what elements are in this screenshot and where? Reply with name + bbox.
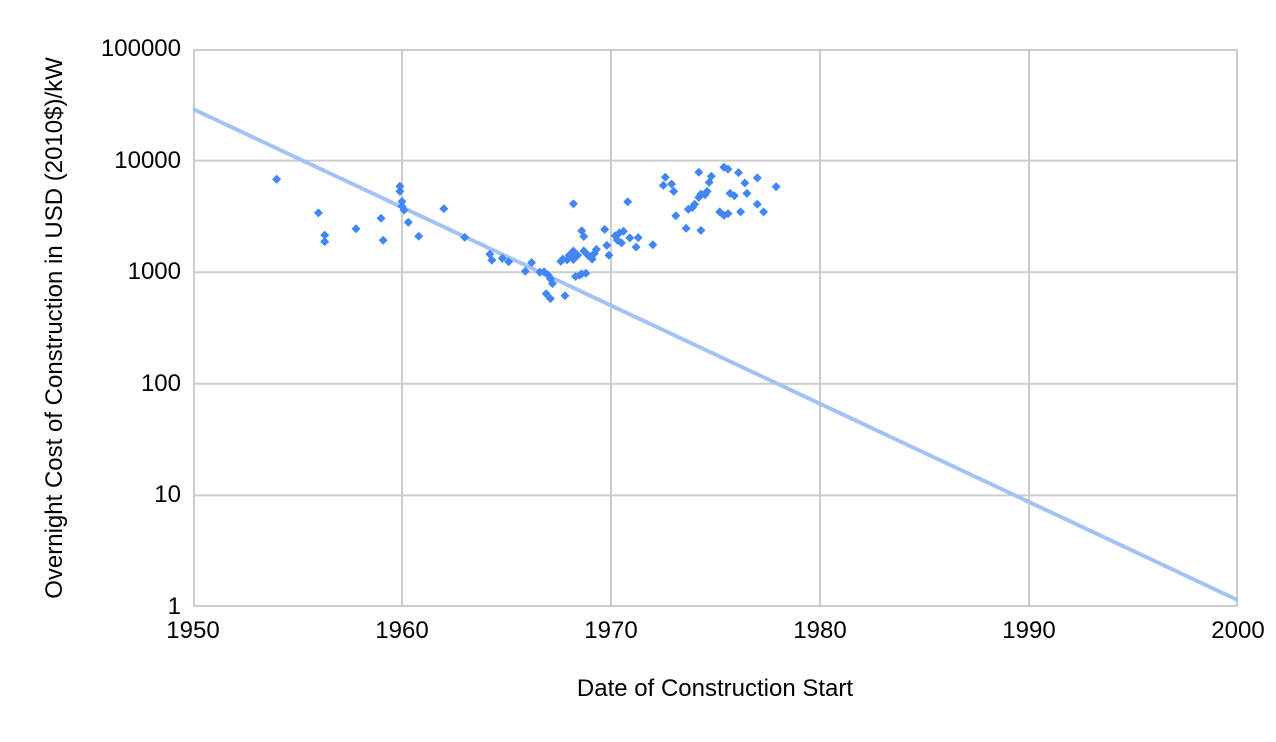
scatter-point (740, 178, 750, 188)
y-tick-label: 100000 (100, 35, 181, 62)
scatter-point (320, 237, 330, 247)
scatter-point (545, 294, 555, 304)
scatter-point (320, 230, 330, 240)
y-tick-label: 100 (140, 370, 181, 397)
scatter-point (616, 238, 626, 248)
x-tick-label: 1950 (166, 617, 220, 644)
scatter-point (623, 197, 633, 207)
scatter-point (579, 232, 589, 241)
scatter-point (439, 204, 449, 214)
scatter-point (395, 181, 405, 191)
scatter-point (378, 235, 388, 245)
scatter-point (723, 164, 733, 174)
scatter-point (591, 244, 601, 254)
scatter-point (485, 249, 495, 259)
scatter-point (548, 279, 557, 289)
scatter-point (669, 186, 679, 196)
scatter-point (487, 255, 497, 265)
scatter-point (771, 182, 781, 192)
scatter-point (558, 254, 568, 264)
scatter-point (619, 226, 628, 236)
scatter-point (545, 274, 555, 284)
scatter-point (694, 167, 704, 177)
scatter-point (752, 199, 762, 209)
scatter-point (520, 266, 530, 276)
scatter-point (723, 209, 733, 219)
scatter-point (633, 233, 643, 243)
y-tick-label: 10000 (114, 147, 181, 174)
scatter-point (667, 179, 677, 189)
scatter-point (658, 180, 668, 190)
y-tick-label: 1000 (127, 258, 181, 285)
scatter-point (671, 211, 681, 221)
scatter-point (395, 186, 405, 196)
scatter-point (625, 233, 635, 243)
scatter-point (736, 207, 746, 217)
scatter-point (759, 207, 769, 217)
scatter-point (602, 240, 612, 250)
scatter-point (527, 258, 537, 268)
scatter-point (399, 205, 409, 215)
scatter-point (397, 197, 407, 206)
scatter-point (614, 228, 624, 238)
scatter-point (696, 189, 706, 199)
scatter-point (351, 224, 361, 234)
scatter-point (460, 232, 470, 242)
scatter-point (604, 250, 614, 260)
scatter-point (568, 246, 578, 256)
scatter-point (742, 188, 752, 198)
y-axis-title: Overnight Cost of Construction in USD (2… (41, 57, 68, 599)
scatter-point (729, 191, 739, 201)
scatter-point (272, 174, 282, 184)
scatter-point (681, 223, 691, 233)
scatter-point (600, 224, 610, 234)
scatter-point (583, 250, 593, 260)
scatter-point (560, 291, 570, 301)
scatter-point (403, 217, 413, 227)
trend-line (193, 107, 1238, 603)
scatter-point (313, 208, 323, 218)
scatter-point (631, 242, 641, 252)
scatter-point (660, 172, 670, 182)
scatter-point (696, 225, 706, 235)
scatter-point (573, 250, 583, 260)
scatter-point (706, 171, 716, 181)
y-tick-label: 10 (154, 481, 181, 508)
scatter-point (568, 255, 578, 264)
scatter-point (690, 199, 700, 209)
plot-area (193, 49, 1238, 607)
x-tick-label: 1990 (1002, 617, 1056, 644)
x-axis-title: Date of Construction Start (576, 675, 854, 702)
scatter-point (568, 199, 578, 209)
scatter-point (648, 240, 658, 250)
x-tick-label: 1970 (584, 617, 638, 644)
scatter-point (752, 173, 762, 183)
scatter-point (734, 168, 743, 178)
y-tick-label: 1 (167, 593, 181, 620)
scatter-point (535, 267, 545, 277)
x-tick-label: 1980 (793, 617, 847, 644)
scatter-point (504, 257, 514, 267)
x-tick-label: 1960 (375, 617, 429, 644)
scatter-point (581, 268, 591, 278)
scatter-point (414, 231, 424, 241)
scatter-point (497, 253, 507, 263)
scatter-point (376, 213, 386, 223)
plot-border (193, 49, 1238, 607)
scatter-point (543, 270, 553, 280)
scatter-point (702, 186, 712, 196)
x-tick-label: 2000 (1211, 617, 1265, 644)
